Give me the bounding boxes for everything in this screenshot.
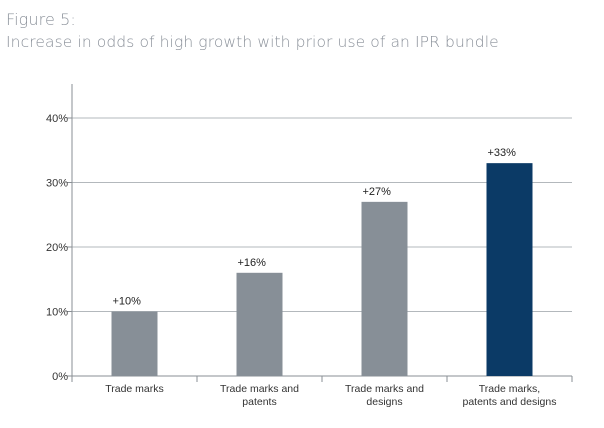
data-label: +10% [113,296,142,308]
bar [236,272,283,376]
bar [111,311,158,376]
y-tick-label: 30% [46,178,68,190]
category-label: patents and designs [463,396,557,408]
category-label: designs [366,396,402,408]
category-label: patents [242,396,276,408]
category-label: Trade marks and [345,383,424,395]
data-label: +27% [363,186,392,198]
category-label: Trade marks and [220,383,299,395]
category-label: Trade marks [105,383,164,395]
bar [486,163,533,376]
figure-title: Increase in odds of high growth with pri… [6,33,499,51]
bar [361,201,408,376]
y-tick-label: 20% [46,242,68,254]
y-tick-label: 40% [46,113,68,125]
y-tick-label: 0% [52,371,68,383]
category-label: Trade marks, [479,383,540,395]
figure-title-block: Figure 5: Increase in odds of high growt… [6,8,499,54]
figure-label: Figure 5: [6,10,76,29]
data-label: +33% [488,147,517,159]
y-tick-label: 10% [46,307,68,319]
data-label: +16% [238,257,267,269]
